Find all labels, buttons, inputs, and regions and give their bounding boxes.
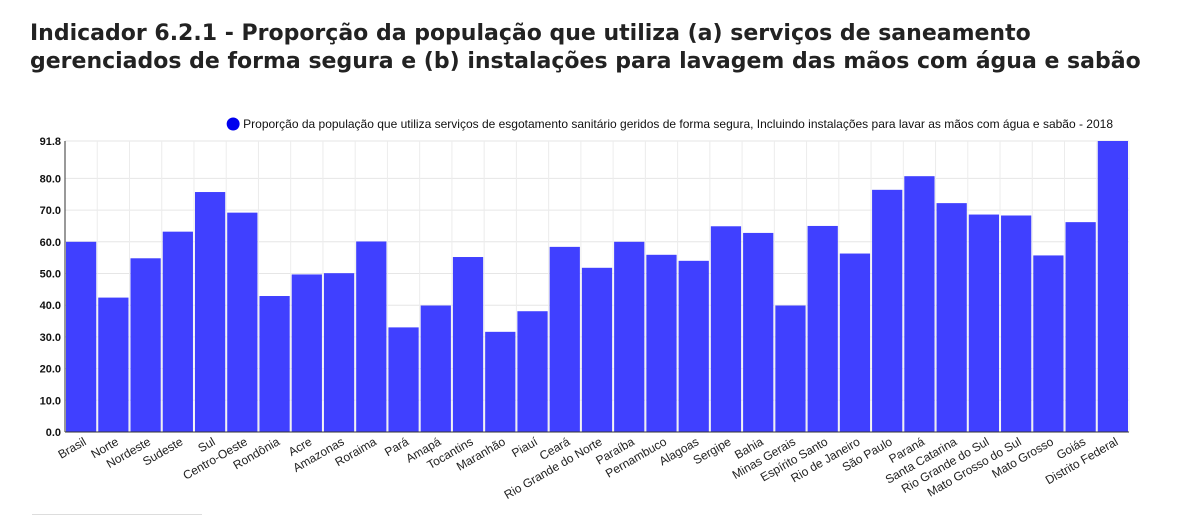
y-tick-label: 60.0 [40, 237, 61, 249]
bar-minas-gerais[interactable] [775, 305, 806, 432]
bar-paraíba[interactable] [614, 241, 645, 432]
bar-nordeste[interactable] [130, 258, 161, 432]
bar-bahia[interactable] [743, 232, 774, 432]
y-tick-label: 91.8 [40, 136, 61, 148]
bar-pernambuco[interactable] [646, 254, 677, 432]
bar-acre[interactable] [291, 274, 322, 432]
bar-são-paulo[interactable] [872, 189, 903, 432]
y-tick-label: 20.0 [40, 364, 61, 376]
y-tick-label: 0.0 [46, 427, 61, 439]
bar-mato-grosso-do-sul[interactable] [1001, 215, 1032, 432]
bar-paraná[interactable] [904, 176, 935, 432]
bar-ceará[interactable] [549, 246, 580, 432]
bar-rio-de-janeiro[interactable] [839, 253, 871, 432]
x-tick-label: Sergipe [691, 434, 734, 467]
bar-goiás[interactable] [1065, 222, 1096, 432]
bar-amapá[interactable] [420, 305, 451, 432]
page-title: Indicador 6.2.1 - Proporção da população… [30, 21, 1141, 74]
y-tick-label: 10.0 [40, 395, 61, 407]
bar-sul[interactable] [194, 192, 226, 432]
legend-marker[interactable] [226, 117, 240, 131]
axes [64, 141, 1129, 433]
bar-rio-grande-do-norte[interactable] [581, 267, 613, 432]
y-tick-label: 30.0 [40, 332, 61, 344]
bar-sudeste[interactable] [162, 231, 193, 432]
x-tick-label: Piauí [509, 434, 540, 460]
bar-centro-oeste[interactable] [227, 212, 258, 432]
bar-norte[interactable] [98, 297, 129, 432]
bar-alagoas[interactable] [678, 260, 709, 432]
bar-distrito-federal[interactable] [1097, 141, 1128, 432]
bar-brasil[interactable] [66, 241, 97, 432]
bar-sergipe[interactable] [710, 226, 742, 432]
bar-piauí[interactable] [517, 311, 548, 432]
bar-rondônia[interactable] [259, 296, 290, 432]
bar-santa-catarina[interactable] [936, 203, 967, 432]
bar-tocantins[interactable] [452, 257, 484, 432]
bar-mato-grosso[interactable] [1033, 255, 1064, 432]
bars [66, 141, 1128, 432]
divider [32, 514, 202, 515]
bar-rio-grande-do-sul[interactable] [968, 214, 1000, 432]
bar-maranhão[interactable] [485, 331, 516, 432]
bar-amazonas[interactable] [323, 273, 355, 432]
y-tick-label: 40.0 [40, 300, 61, 312]
y-tick-label: 80.0 [40, 173, 61, 185]
bar-espírito-santo[interactable] [807, 225, 838, 432]
legend-label[interactable]: Proporção da população que utiliza servi… [243, 117, 1113, 131]
bar-pará[interactable] [388, 327, 419, 432]
legend: Proporção da população que utiliza servi… [226, 117, 1113, 131]
bar-roraima[interactable] [356, 241, 387, 432]
y-tick-label: 50.0 [40, 269, 61, 281]
y-tick-labels: 0.0 10.0 20.0 30.0 40.0 50.0 60.0 70.0 80.0 91.8 [40, 136, 61, 439]
y-tick-label: 70.0 [40, 205, 61, 217]
